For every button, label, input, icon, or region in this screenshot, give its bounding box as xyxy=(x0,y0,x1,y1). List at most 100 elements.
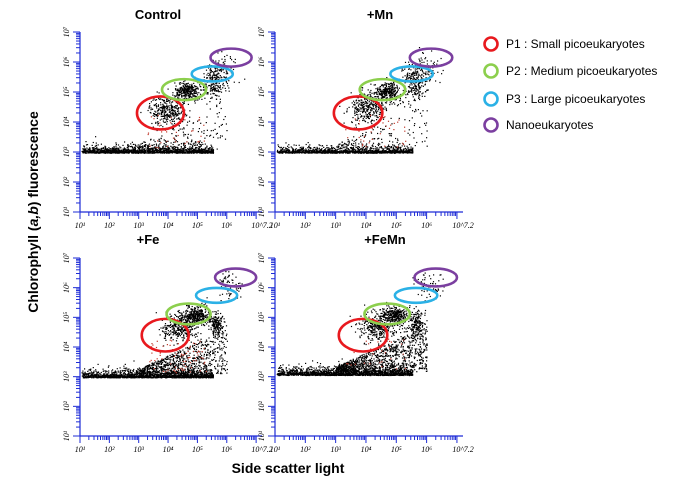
point xyxy=(368,105,371,107)
point xyxy=(217,84,219,87)
point xyxy=(357,118,359,120)
point xyxy=(157,150,159,152)
point xyxy=(354,104,356,106)
point xyxy=(193,94,195,96)
point xyxy=(151,122,153,125)
point xyxy=(316,147,318,150)
point xyxy=(365,115,367,117)
point xyxy=(188,96,190,98)
point xyxy=(166,114,168,116)
point xyxy=(162,126,164,128)
point xyxy=(383,91,385,93)
point xyxy=(178,149,180,151)
point xyxy=(166,123,168,125)
point xyxy=(323,152,325,154)
point xyxy=(361,103,363,105)
point xyxy=(372,103,374,105)
point xyxy=(409,74,411,77)
point xyxy=(390,101,392,103)
point xyxy=(200,144,202,147)
point xyxy=(343,147,345,149)
point xyxy=(358,151,360,153)
point xyxy=(226,130,228,132)
point xyxy=(182,148,184,150)
y-tick-label: 10⁷ xyxy=(62,26,71,37)
point xyxy=(155,146,157,148)
point xyxy=(309,144,311,146)
point xyxy=(143,145,145,147)
point xyxy=(217,52,219,54)
point xyxy=(388,151,390,153)
point xyxy=(124,152,126,154)
point xyxy=(413,137,415,139)
point xyxy=(179,93,181,95)
point xyxy=(316,150,318,152)
point xyxy=(379,92,381,94)
point xyxy=(321,149,323,152)
point xyxy=(147,147,149,150)
point xyxy=(299,151,302,154)
point xyxy=(159,107,161,109)
point xyxy=(350,92,352,94)
point xyxy=(351,102,353,104)
point xyxy=(382,128,384,130)
point xyxy=(374,92,376,94)
point xyxy=(201,98,203,100)
point xyxy=(355,100,357,102)
point xyxy=(154,152,156,154)
point xyxy=(281,147,284,149)
point xyxy=(367,116,369,118)
point xyxy=(215,82,218,84)
point xyxy=(195,142,197,144)
point xyxy=(128,145,130,147)
point xyxy=(106,148,108,150)
point xyxy=(127,147,129,149)
point xyxy=(370,150,372,152)
point xyxy=(144,150,146,152)
point xyxy=(396,147,398,149)
x-axis-title: Side scatter light xyxy=(232,460,345,476)
point xyxy=(346,108,348,110)
point xyxy=(154,150,156,152)
point xyxy=(181,86,183,88)
point xyxy=(176,105,178,107)
point xyxy=(285,151,287,153)
point xyxy=(418,85,420,87)
point xyxy=(408,64,410,66)
point xyxy=(193,89,195,91)
point xyxy=(100,152,102,154)
point xyxy=(85,152,87,154)
point xyxy=(325,149,327,151)
point xyxy=(168,151,170,153)
point xyxy=(375,96,377,98)
point xyxy=(203,140,205,142)
point xyxy=(116,152,118,154)
point xyxy=(145,144,147,146)
point xyxy=(93,149,95,151)
point xyxy=(348,141,351,143)
point xyxy=(191,139,193,141)
point xyxy=(203,86,205,89)
point xyxy=(189,96,191,98)
point xyxy=(195,85,197,87)
point xyxy=(209,73,211,75)
point xyxy=(364,97,366,100)
point xyxy=(385,109,388,112)
point xyxy=(157,149,159,151)
point xyxy=(311,152,313,154)
point xyxy=(338,143,340,145)
point xyxy=(283,146,285,149)
point xyxy=(416,141,418,144)
point xyxy=(157,147,159,149)
point xyxy=(189,116,191,118)
point xyxy=(329,148,331,150)
point xyxy=(305,152,307,154)
point xyxy=(139,148,141,150)
point xyxy=(146,145,149,147)
point xyxy=(420,68,423,70)
point xyxy=(427,71,429,73)
point xyxy=(384,91,386,93)
point xyxy=(346,111,348,113)
point xyxy=(408,103,410,105)
point xyxy=(169,100,171,102)
